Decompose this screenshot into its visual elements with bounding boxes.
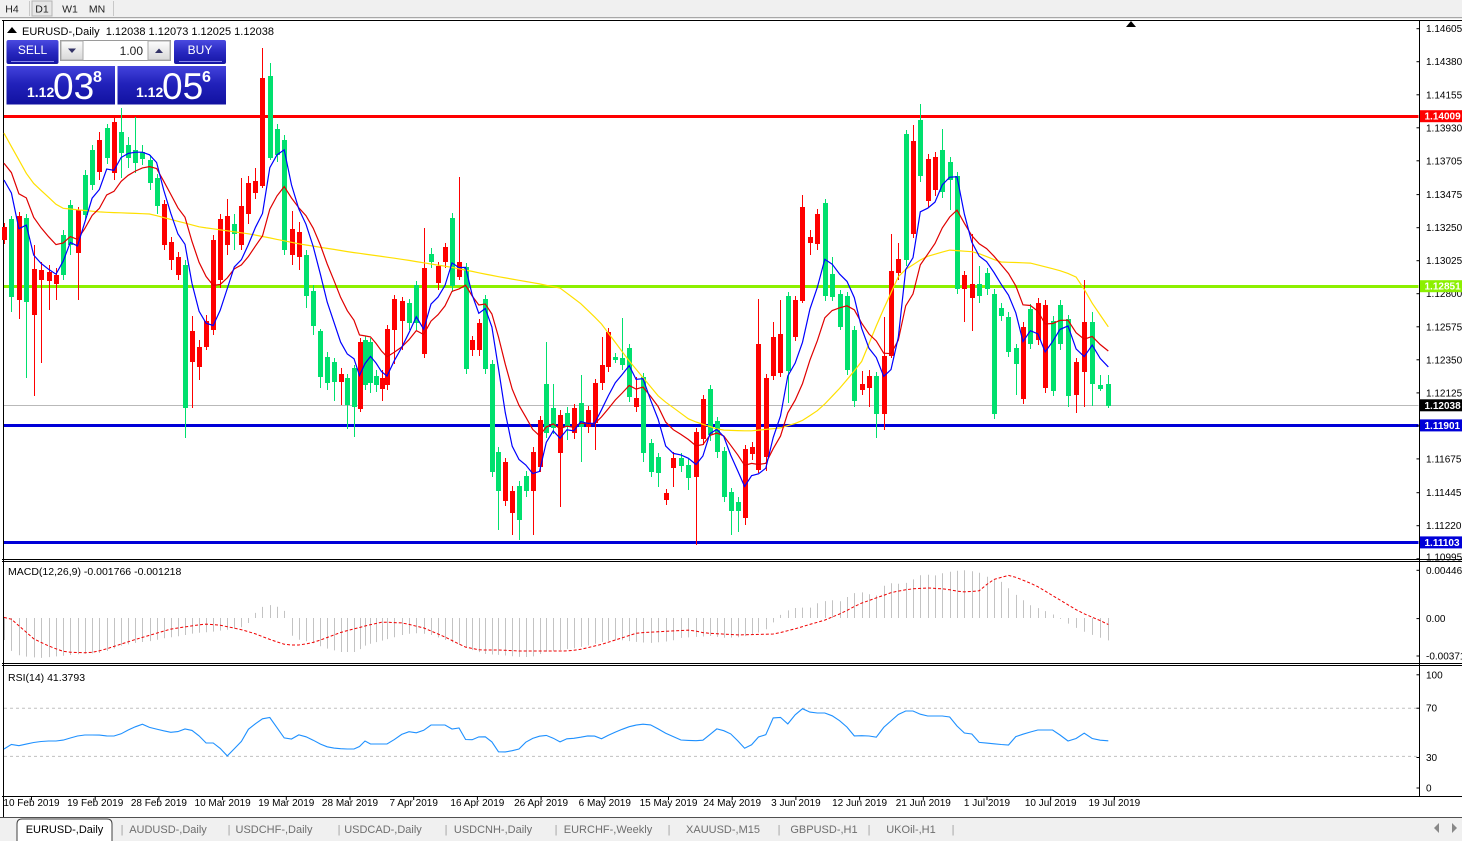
- svg-text:1.11901: 1.11901: [1425, 421, 1461, 432]
- svg-text:30: 30: [1426, 753, 1438, 764]
- svg-text:1.14155: 1.14155: [1426, 90, 1462, 101]
- svg-text:SELL: SELL: [18, 43, 48, 57]
- svg-text:1.13250: 1.13250: [1426, 223, 1462, 234]
- svg-text:03: 03: [53, 66, 94, 107]
- svg-text:1 Jul 2019: 1 Jul 2019: [964, 798, 1011, 809]
- svg-text:1.11445: 1.11445: [1426, 488, 1462, 499]
- svg-text:1.12350: 1.12350: [1426, 355, 1462, 366]
- svg-text:|: |: [778, 824, 781, 836]
- svg-text:AUDUSD-,Daily: AUDUSD-,Daily: [129, 824, 207, 836]
- svg-text:RSI(14) 41.3793: RSI(14) 41.3793: [8, 672, 85, 684]
- svg-text:19 Feb 2019: 19 Feb 2019: [67, 798, 124, 809]
- svg-text:GBPUSD-,H1: GBPUSD-,H1: [790, 824, 857, 836]
- svg-text:EURCHF-,Weekly: EURCHF-,Weekly: [564, 824, 653, 836]
- svg-text:1.12: 1.12: [136, 84, 163, 100]
- svg-text:|: |: [555, 824, 558, 836]
- svg-text:MACD(12,26,9) -0.001766 -0.001: MACD(12,26,9) -0.001766 -0.001218: [8, 566, 182, 578]
- svg-text:1.12: 1.12: [27, 84, 54, 100]
- svg-text:6 May 2019: 6 May 2019: [579, 798, 632, 809]
- svg-text:0.004465: 0.004465: [1426, 566, 1462, 577]
- svg-text:100: 100: [1426, 670, 1443, 681]
- svg-text:05: 05: [162, 66, 203, 107]
- svg-text:1.13930: 1.13930: [1426, 123, 1462, 134]
- svg-text:1.11675: 1.11675: [1426, 454, 1462, 465]
- svg-text:15 May 2019: 15 May 2019: [640, 798, 698, 809]
- svg-text:24 May 2019: 24 May 2019: [703, 798, 761, 809]
- svg-text:EURUSD-,Daily: EURUSD-,Daily: [26, 824, 104, 836]
- svg-text:8: 8: [93, 69, 102, 86]
- svg-text:1.13705: 1.13705: [1426, 156, 1462, 167]
- svg-text:MN: MN: [89, 4, 105, 16]
- svg-text:-0.003715: -0.003715: [1426, 652, 1462, 663]
- svg-text:1.13475: 1.13475: [1426, 190, 1462, 201]
- svg-text:10 Mar 2019: 10 Mar 2019: [195, 798, 252, 809]
- svg-text:16 Apr 2019: 16 Apr 2019: [450, 798, 504, 809]
- svg-text:|: |: [445, 824, 448, 836]
- svg-text:1.14605: 1.14605: [1426, 24, 1462, 35]
- svg-text:|: |: [868, 824, 871, 836]
- svg-text:USDCHF-,Daily: USDCHF-,Daily: [236, 824, 314, 836]
- svg-text:19 Mar 2019: 19 Mar 2019: [258, 798, 315, 809]
- svg-text:1.13025: 1.13025: [1426, 256, 1462, 267]
- svg-text:|: |: [121, 824, 124, 836]
- svg-text:28 Mar 2019: 28 Mar 2019: [322, 798, 379, 809]
- svg-text:1.14380: 1.14380: [1426, 57, 1462, 68]
- svg-text:1.00: 1.00: [120, 44, 144, 58]
- svg-text:1.12851: 1.12851: [1425, 282, 1462, 293]
- svg-text:0.00: 0.00: [1426, 614, 1446, 625]
- svg-text:0: 0: [1426, 784, 1432, 795]
- svg-text:10 Feb 2019: 10 Feb 2019: [3, 798, 60, 809]
- svg-text:USDCAD-,Daily: USDCAD-,Daily: [344, 824, 422, 836]
- svg-text:1.12800: 1.12800: [1426, 289, 1462, 300]
- svg-text:1.11220: 1.11220: [1426, 521, 1462, 532]
- svg-text:3 Jun 2019: 3 Jun 2019: [771, 798, 821, 809]
- svg-text:|: |: [338, 824, 341, 836]
- svg-text:1.14009: 1.14009: [1425, 112, 1462, 123]
- svg-text:1.11103: 1.11103: [1425, 538, 1460, 549]
- svg-text:21 Jun 2019: 21 Jun 2019: [896, 798, 951, 809]
- svg-text:1.10995: 1.10995: [1426, 553, 1462, 564]
- svg-text:6: 6: [202, 69, 211, 86]
- svg-text:BUY: BUY: [188, 43, 213, 57]
- svg-text:1.12038: 1.12038: [1425, 401, 1462, 412]
- svg-text:H4: H4: [5, 4, 19, 16]
- svg-text:19 Jul 2019: 19 Jul 2019: [1089, 798, 1141, 809]
- svg-text:D1: D1: [35, 4, 49, 16]
- svg-text:XAUUSD-,M15: XAUUSD-,M15: [686, 824, 760, 836]
- svg-text:7 Apr 2019: 7 Apr 2019: [390, 798, 439, 809]
- svg-text:|: |: [668, 824, 671, 836]
- svg-text:|: |: [952, 824, 955, 836]
- svg-text:UKOil-,H1: UKOil-,H1: [886, 824, 936, 836]
- svg-text:28 Feb 2019: 28 Feb 2019: [131, 798, 188, 809]
- svg-text:1.12125: 1.12125: [1426, 388, 1462, 399]
- svg-text:W1: W1: [62, 4, 78, 16]
- svg-text:USDCNH-,Daily: USDCNH-,Daily: [454, 824, 533, 836]
- svg-text:12 Jun 2019: 12 Jun 2019: [832, 798, 887, 809]
- svg-text:1.12575: 1.12575: [1426, 322, 1462, 333]
- svg-text:70: 70: [1426, 704, 1438, 715]
- svg-text:|: |: [228, 824, 231, 836]
- svg-text:EURUSD-,Daily 1.12038 1.12073: EURUSD-,Daily 1.12038 1.12073 1.12025 1.…: [22, 26, 274, 38]
- svg-text:10 Jul 2019: 10 Jul 2019: [1025, 798, 1077, 809]
- svg-text:26 Apr 2019: 26 Apr 2019: [514, 798, 568, 809]
